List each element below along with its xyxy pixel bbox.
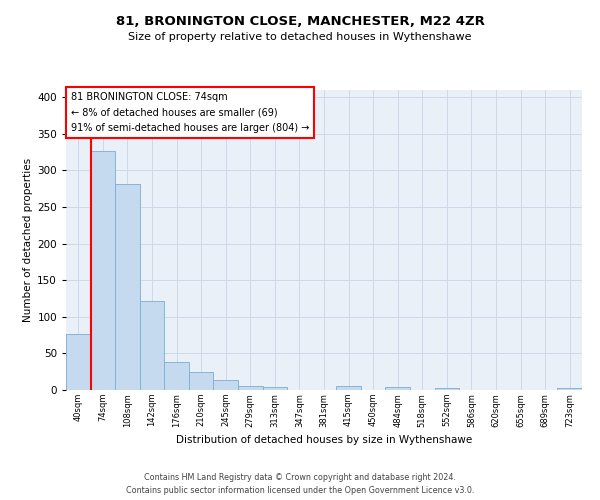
Bar — [91, 150, 115, 390]
Text: Contains HM Land Registry data © Crown copyright and database right 2024.
Contai: Contains HM Land Registry data © Crown c… — [126, 473, 474, 495]
Bar — [434, 388, 459, 390]
Bar — [214, 380, 238, 390]
Bar — [164, 362, 189, 390]
Bar — [238, 386, 263, 390]
Text: Size of property relative to detached houses in Wythenshawe: Size of property relative to detached ho… — [128, 32, 472, 42]
Bar — [66, 334, 91, 390]
Bar — [189, 372, 214, 390]
Bar — [263, 387, 287, 390]
Bar — [557, 388, 582, 390]
Bar — [140, 300, 164, 390]
Bar — [336, 386, 361, 390]
Y-axis label: Number of detached properties: Number of detached properties — [23, 158, 33, 322]
Text: 81 BRONINGTON CLOSE: 74sqm
← 8% of detached houses are smaller (69)
91% of semi-: 81 BRONINGTON CLOSE: 74sqm ← 8% of detac… — [71, 92, 310, 132]
Text: 81, BRONINGTON CLOSE, MANCHESTER, M22 4ZR: 81, BRONINGTON CLOSE, MANCHESTER, M22 4Z… — [116, 15, 484, 28]
Bar — [115, 184, 140, 390]
Bar — [385, 387, 410, 390]
X-axis label: Distribution of detached houses by size in Wythenshawe: Distribution of detached houses by size … — [176, 435, 472, 445]
